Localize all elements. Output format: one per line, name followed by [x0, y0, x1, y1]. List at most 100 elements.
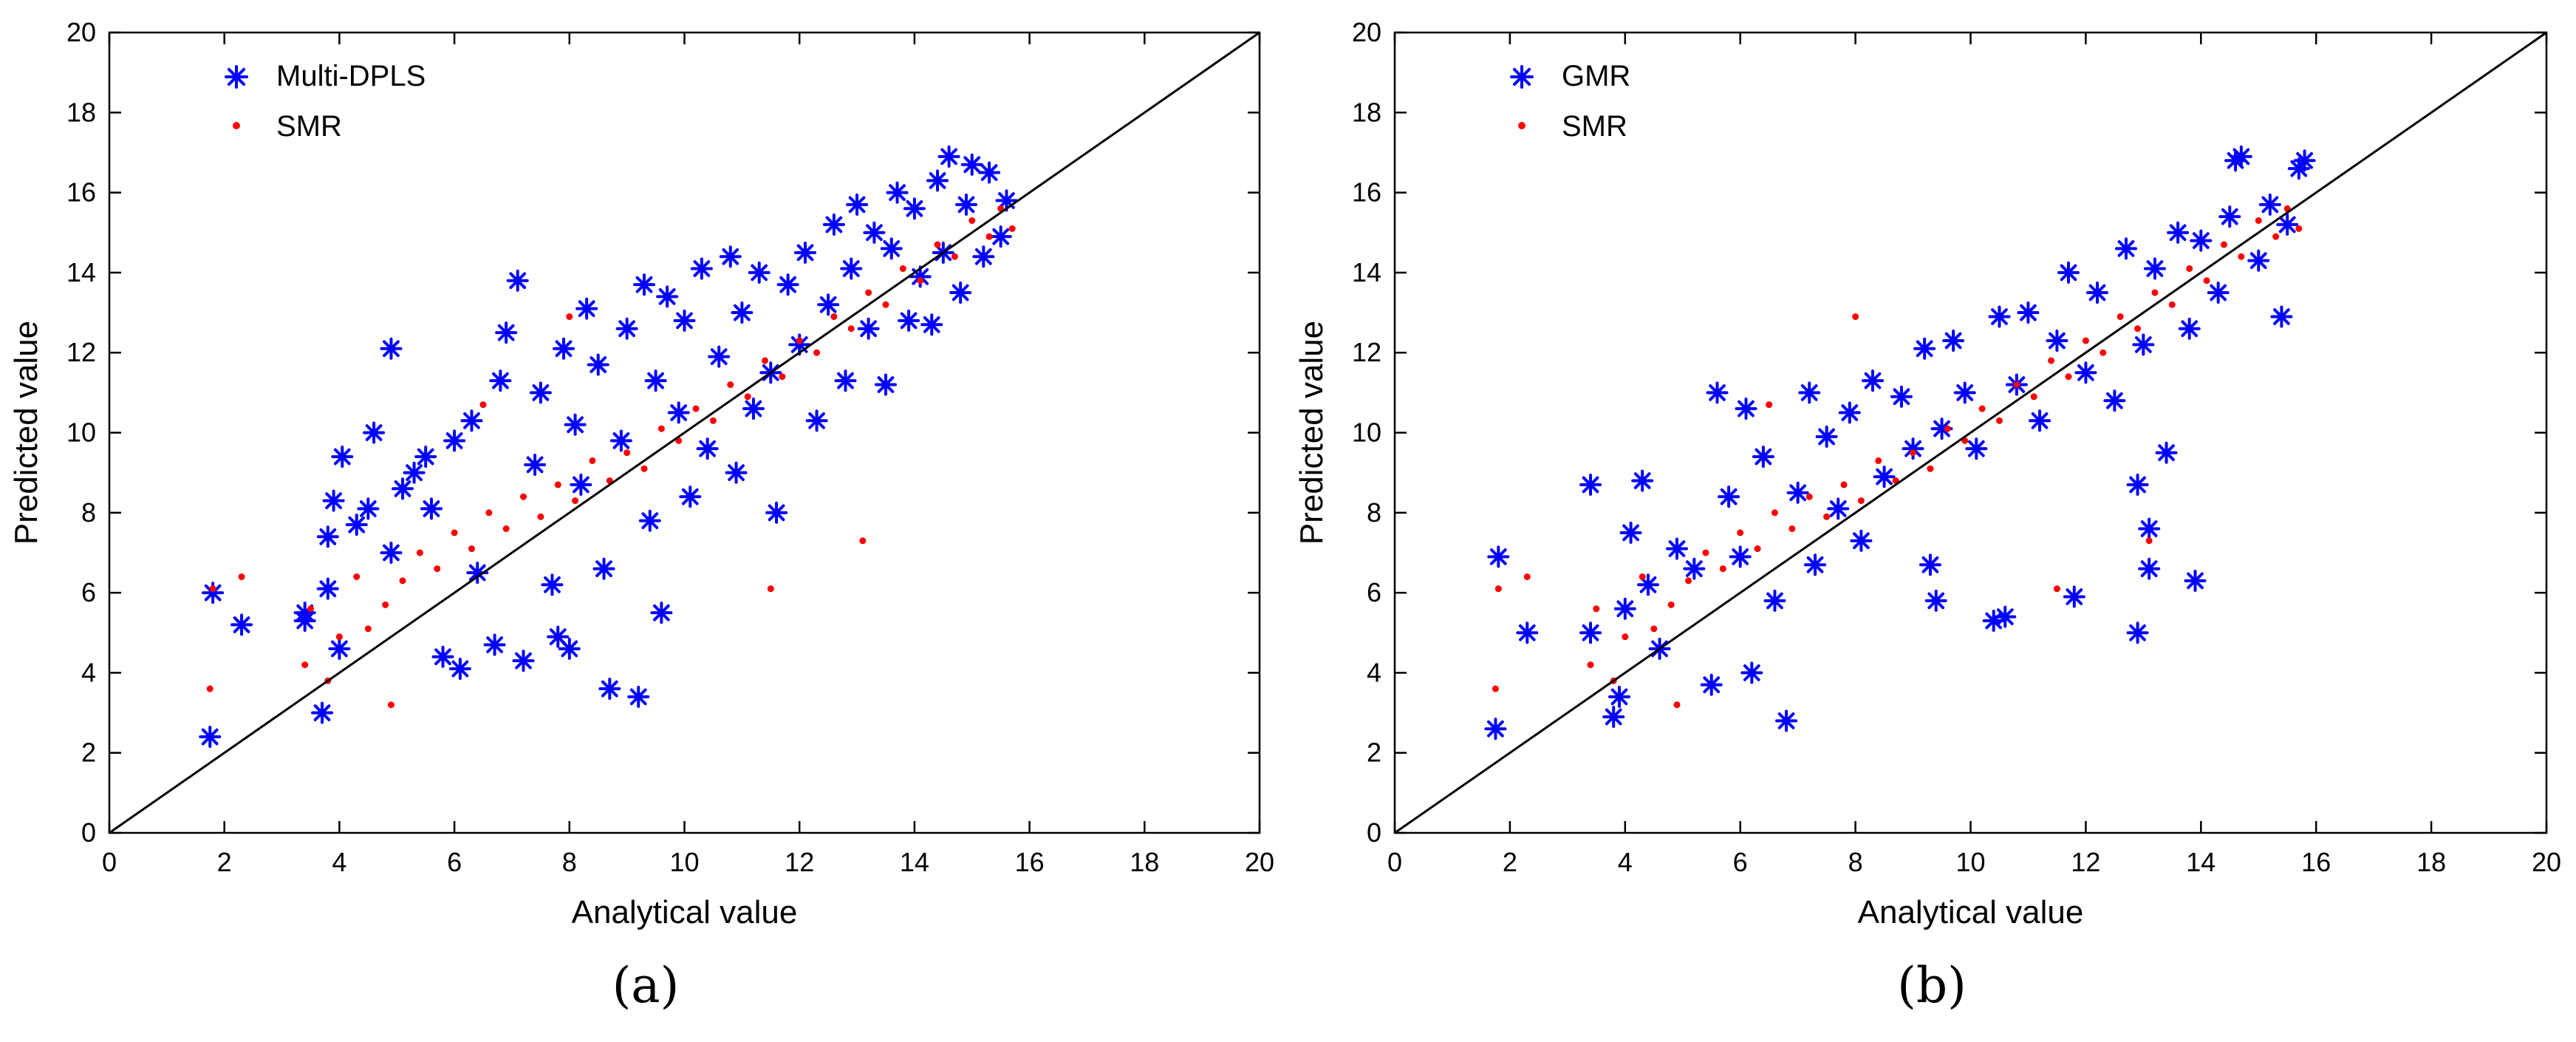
y-tick-label: 12: [66, 337, 96, 367]
data-point-dot: [623, 449, 631, 457]
data-point-star: [2167, 221, 2190, 244]
data-point-dot: [2238, 253, 2245, 260]
data-point-dot: [520, 493, 527, 500]
data-point-star: [667, 401, 690, 424]
data-point-star: [863, 221, 886, 244]
data-point-dot: [1840, 481, 1848, 488]
data-point-star: [989, 225, 1012, 248]
data-point-dot: [416, 549, 423, 556]
data-point-star: [1516, 622, 1539, 644]
data-point-dot: [1667, 601, 1675, 608]
data-point-dot: [2013, 381, 2020, 389]
x-tick-label: 4: [332, 847, 346, 877]
data-point-dot: [399, 577, 406, 585]
data-point-star: [460, 409, 483, 432]
x-tick-label: 16: [1015, 847, 1045, 877]
data-point-star: [1953, 381, 1976, 404]
data-point-dot: [209, 585, 216, 593]
data-point-star: [495, 321, 518, 344]
data-point-star: [1729, 545, 1752, 568]
legend-star-icon: [1510, 65, 1534, 89]
data-point-star: [857, 317, 880, 340]
data-point-star: [1786, 481, 1809, 504]
y-tick-label: 8: [81, 497, 96, 528]
legend-label: Multi-DPLS: [276, 60, 426, 92]
data-point-dot: [1523, 573, 1531, 580]
data-point-star: [328, 637, 351, 660]
data-point-dot: [692, 405, 700, 412]
y-tick-label: 16: [66, 177, 96, 208]
x-tick-label: 18: [2416, 847, 2446, 877]
data-point-star: [1484, 718, 1507, 740]
data-point-star: [2178, 317, 2201, 340]
data-point-star: [524, 453, 547, 476]
data-point-dot: [813, 349, 821, 356]
data-point-star: [1994, 605, 2017, 628]
data-point-star: [512, 650, 535, 672]
data-point-star: [609, 429, 632, 452]
data-point-dot: [761, 357, 768, 364]
data-point-star: [363, 421, 386, 444]
data-point-star: [1619, 521, 1642, 544]
data-point-star: [1838, 401, 1861, 424]
data-point-dot: [2134, 325, 2142, 333]
data-point-dot: [307, 605, 314, 613]
data-point-dot: [1766, 401, 1773, 409]
series-multi-dpls: [199, 145, 1018, 749]
y-tick-label: 10: [66, 418, 96, 448]
data-point-star: [1873, 466, 1896, 488]
data-point-dot: [951, 253, 958, 260]
data-point-star: [1902, 437, 1924, 460]
data-point-star: [230, 613, 253, 636]
data-point-star: [1665, 537, 1688, 560]
y-tick-label: 6: [81, 577, 96, 607]
data-point-dot: [1944, 425, 1951, 432]
data-point-dot: [2186, 265, 2193, 272]
data-point-star: [1942, 329, 1965, 352]
data-point-dot: [830, 313, 838, 320]
data-point-dot: [727, 381, 734, 389]
data-point-star: [2190, 229, 2213, 252]
data-point-star: [2270, 305, 2293, 328]
data-point-star: [2063, 585, 2085, 608]
data-point-star: [357, 497, 380, 520]
data-point-star: [1919, 554, 1941, 576]
data-point-star: [1804, 554, 1827, 576]
data-point-dot: [1008, 225, 1016, 232]
data-point-star: [1815, 425, 1838, 448]
y-tick-label: 4: [1367, 657, 1381, 687]
data-point-star: [2247, 249, 2270, 272]
data-point-dot: [206, 685, 213, 692]
data-point-star: [696, 437, 719, 460]
data-point-star: [886, 181, 909, 204]
data-point-dot: [934, 241, 941, 248]
data-point-dot: [899, 265, 906, 272]
data-point-dot: [589, 457, 596, 464]
data-point-star: [954, 193, 977, 216]
data-point-star: [627, 685, 650, 708]
data-point-dot: [451, 529, 458, 537]
data-point-dot: [1754, 545, 1761, 553]
data-point-dot: [502, 525, 510, 532]
data-point-star: [874, 373, 897, 396]
data-point-dot: [917, 277, 924, 285]
data-point-star: [817, 293, 840, 316]
y-axis-label: Predicted value: [1294, 321, 1330, 545]
y-tick-label: 16: [1352, 177, 1381, 208]
data-point-star: [1740, 661, 1763, 684]
data-point-star: [443, 429, 466, 452]
x-tick-label: 4: [1618, 847, 1633, 877]
data-point-star: [575, 297, 598, 320]
data-point-star: [880, 237, 903, 260]
data-point-star: [793, 241, 816, 264]
x-tick-label: 12: [2071, 847, 2100, 877]
y-tick-label: 2: [1367, 738, 1381, 768]
data-point-star: [926, 169, 949, 192]
data-point-star: [2114, 237, 2137, 260]
data-point-star: [558, 637, 581, 660]
data-point-star: [742, 398, 765, 420]
x-tick-label: 20: [2532, 847, 2561, 877]
data-point-star: [2184, 569, 2207, 592]
data-point-star: [1913, 337, 1936, 360]
